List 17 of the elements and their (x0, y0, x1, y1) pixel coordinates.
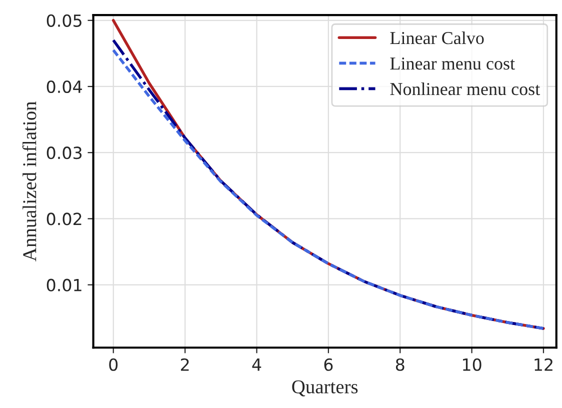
legend-label: Linear Calvo (390, 31, 484, 44)
y-tick-label: 0.01 (46, 278, 82, 292)
x-tick-label: 2 (180, 358, 189, 371)
x-tick-label: 8 (396, 358, 404, 371)
legend-label: Linear menu cost (390, 58, 515, 70)
y-tick-label: 0.03 (46, 146, 82, 160)
y-tick-label: 0.04 (46, 80, 82, 94)
y-tick-label: 0.02 (46, 212, 82, 226)
x-tick-label: 12 (534, 358, 552, 371)
x-tick-label: 0 (109, 358, 118, 371)
y-tick-label: 0.05 (46, 14, 82, 27)
x-tick-label: 4 (252, 358, 262, 371)
x-tick-label: 10 (463, 358, 482, 371)
x-tick-label: 6 (324, 358, 333, 371)
x-axis-title: Quarters (292, 380, 358, 396)
legend-label: Nonlinear menu cost (390, 82, 540, 96)
y-axis-title: Annualized inflation (22, 101, 36, 262)
